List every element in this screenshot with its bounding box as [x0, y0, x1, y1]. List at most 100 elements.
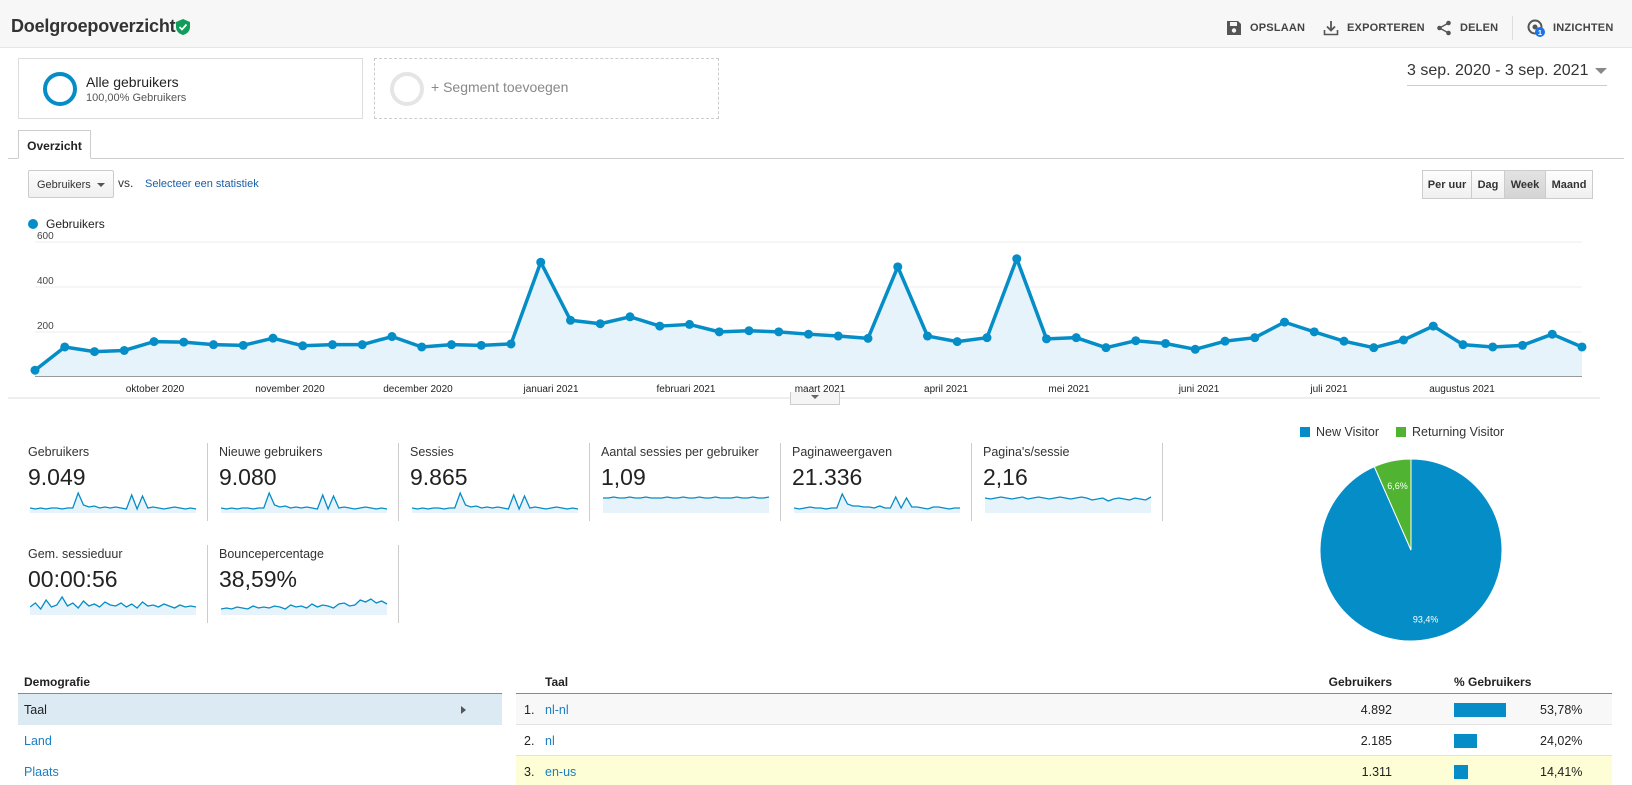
- data-point: [1399, 335, 1408, 345]
- data-point: [387, 332, 397, 342]
- vs-label: vs.: [118, 176, 134, 190]
- language-table-header: Taal Gebruikers % Gebruikers: [516, 672, 1612, 694]
- share-button[interactable]: DELEN: [1436, 18, 1498, 38]
- data-point: [982, 333, 992, 343]
- metric-value: 9.865: [410, 464, 468, 490]
- data-point: [1488, 342, 1498, 352]
- legend-swatch: [1396, 427, 1406, 437]
- data-point: [625, 312, 635, 322]
- metric-value: 9.049: [28, 464, 86, 490]
- language-link[interactable]: nl-nl: [545, 703, 569, 717]
- x-tick-label: april 2021: [924, 384, 968, 395]
- data-point: [863, 333, 873, 343]
- metric-sparkline: [985, 496, 1152, 513]
- insights-button-label: INZICHTEN: [1553, 22, 1614, 34]
- demographics-header: Demografie: [18, 672, 502, 694]
- data-point: [1042, 334, 1051, 344]
- save-button[interactable]: OPSLAAN: [1226, 18, 1305, 38]
- pie-slice-label: 6,6%: [1387, 481, 1408, 491]
- metric-value: 1,09: [601, 464, 646, 490]
- tile-divider: [398, 443, 399, 521]
- add-segment-label: + Segment toevoegen: [431, 79, 569, 95]
- metric-value: 2,16: [983, 464, 1028, 490]
- legend-dot: [28, 219, 38, 229]
- data-point: [30, 365, 40, 375]
- row-pct: 14,41%: [1540, 765, 1583, 779]
- insights-button[interactable]: 1 INZICHTEN: [1527, 18, 1613, 38]
- x-tick-label: augustus 2021: [1429, 384, 1495, 395]
- segment-all-users[interactable]: Alle gebruikers 100,00% Gebruikers: [18, 58, 363, 119]
- column-header-users-pct: % Gebruikers: [1454, 675, 1532, 689]
- tab-divider: [8, 158, 1624, 159]
- demographics-item-country[interactable]: Land: [24, 734, 52, 748]
- page-header: Doelgroepoverzicht OPSLAAN EXPORTEREN DE…: [0, 0, 1632, 48]
- granularity-hour-button[interactable]: Per uur: [1422, 170, 1472, 199]
- download-icon: [1323, 21, 1339, 36]
- metric-tile: Gem. sessieduur 00:00:56: [28, 547, 218, 625]
- data-point: [209, 340, 218, 350]
- tile-divider: [971, 443, 972, 521]
- chevron-down-icon: [97, 183, 105, 187]
- metric-value: 9.080: [219, 464, 277, 490]
- page-title: Doelgroepoverzicht: [11, 16, 176, 36]
- demographics-item-city[interactable]: Plaats: [24, 765, 59, 779]
- x-tick-label: oktober 2020: [126, 384, 185, 395]
- date-range-picker[interactable]: 3 sep. 2020 - 3 sep. 2021: [1407, 62, 1607, 86]
- data-point: [774, 327, 784, 337]
- metric-tile: Paginaweergaven 21.336: [792, 445, 982, 523]
- segment-share: 100,00% Gebruikers: [86, 92, 187, 104]
- language-link[interactable]: nl: [545, 734, 555, 748]
- select-statistic-link[interactable]: Selecteer een statistiek: [145, 178, 259, 190]
- tab-overview[interactable]: Overzicht: [18, 130, 91, 159]
- metric-sparkline: [221, 598, 388, 615]
- verified-shield-icon: [176, 19, 190, 35]
- row-users: 4.892: [1360, 703, 1392, 717]
- visitor-pie-chart: 93,4% 6,6%: [1319, 458, 1503, 642]
- language-link[interactable]: en-us: [545, 765, 577, 779]
- row-pct: 24,02%: [1540, 734, 1583, 748]
- data-point: [447, 340, 456, 350]
- chart-collapse-toggle[interactable]: [790, 392, 840, 405]
- x-tick-label: november 2020: [255, 384, 325, 395]
- tile-divider: [207, 443, 208, 521]
- data-point: [1369, 343, 1379, 353]
- granularity-week-button[interactable]: Week: [1504, 170, 1546, 199]
- table-row: 2. nl 2.185 24,02%: [516, 725, 1612, 756]
- data-point: [744, 326, 754, 336]
- data-point: [328, 340, 337, 350]
- data-point: [1518, 340, 1527, 350]
- granularity-month-button[interactable]: Maand: [1545, 170, 1593, 199]
- data-point: [1577, 342, 1587, 352]
- data-point: [1190, 344, 1200, 354]
- users-line-chart: 200 400 600 oktober 2020 november 2020 decemb…: [8, 231, 1600, 399]
- data-point: [952, 337, 962, 347]
- row-pct: 53,78%: [1540, 703, 1583, 717]
- table-row: 3. en-us 1.311 14,41%: [516, 756, 1612, 785]
- row-users: 1.311: [1361, 765, 1392, 779]
- insights-icon: 1: [1527, 19, 1545, 37]
- pie-slice: [1373, 458, 1412, 551]
- metric-value: 21.336: [792, 464, 863, 490]
- legend-swatch: [1300, 427, 1310, 437]
- metric-value: 38,59%: [219, 566, 298, 592]
- y-tick-label: 200: [37, 321, 54, 332]
- data-point: [1250, 333, 1260, 343]
- data-point: [655, 321, 665, 331]
- row-number: 2.: [524, 734, 535, 748]
- metric-label: Gebruikers: [28, 445, 90, 459]
- x-tick-label: juni 2021: [1178, 384, 1220, 395]
- column-header-users: Gebruikers: [1328, 675, 1392, 689]
- share-bar: [1454, 734, 1478, 748]
- add-segment-button[interactable]: + Segment toevoegen: [374, 58, 719, 119]
- tile-divider: [589, 443, 590, 521]
- export-button[interactable]: EXPORTEREN: [1323, 18, 1425, 38]
- data-point: [417, 342, 427, 352]
- metric-select[interactable]: Gebruikers: [28, 170, 114, 198]
- data-point: [476, 340, 486, 350]
- demographics-item-language[interactable]: Taal: [18, 694, 502, 725]
- row-number: 1.: [524, 703, 535, 717]
- granularity-day-button[interactable]: Dag: [1471, 170, 1505, 199]
- column-header-language: Taal: [545, 675, 569, 689]
- series-area: [35, 258, 1582, 376]
- x-tick-label: maart 2021: [795, 384, 846, 395]
